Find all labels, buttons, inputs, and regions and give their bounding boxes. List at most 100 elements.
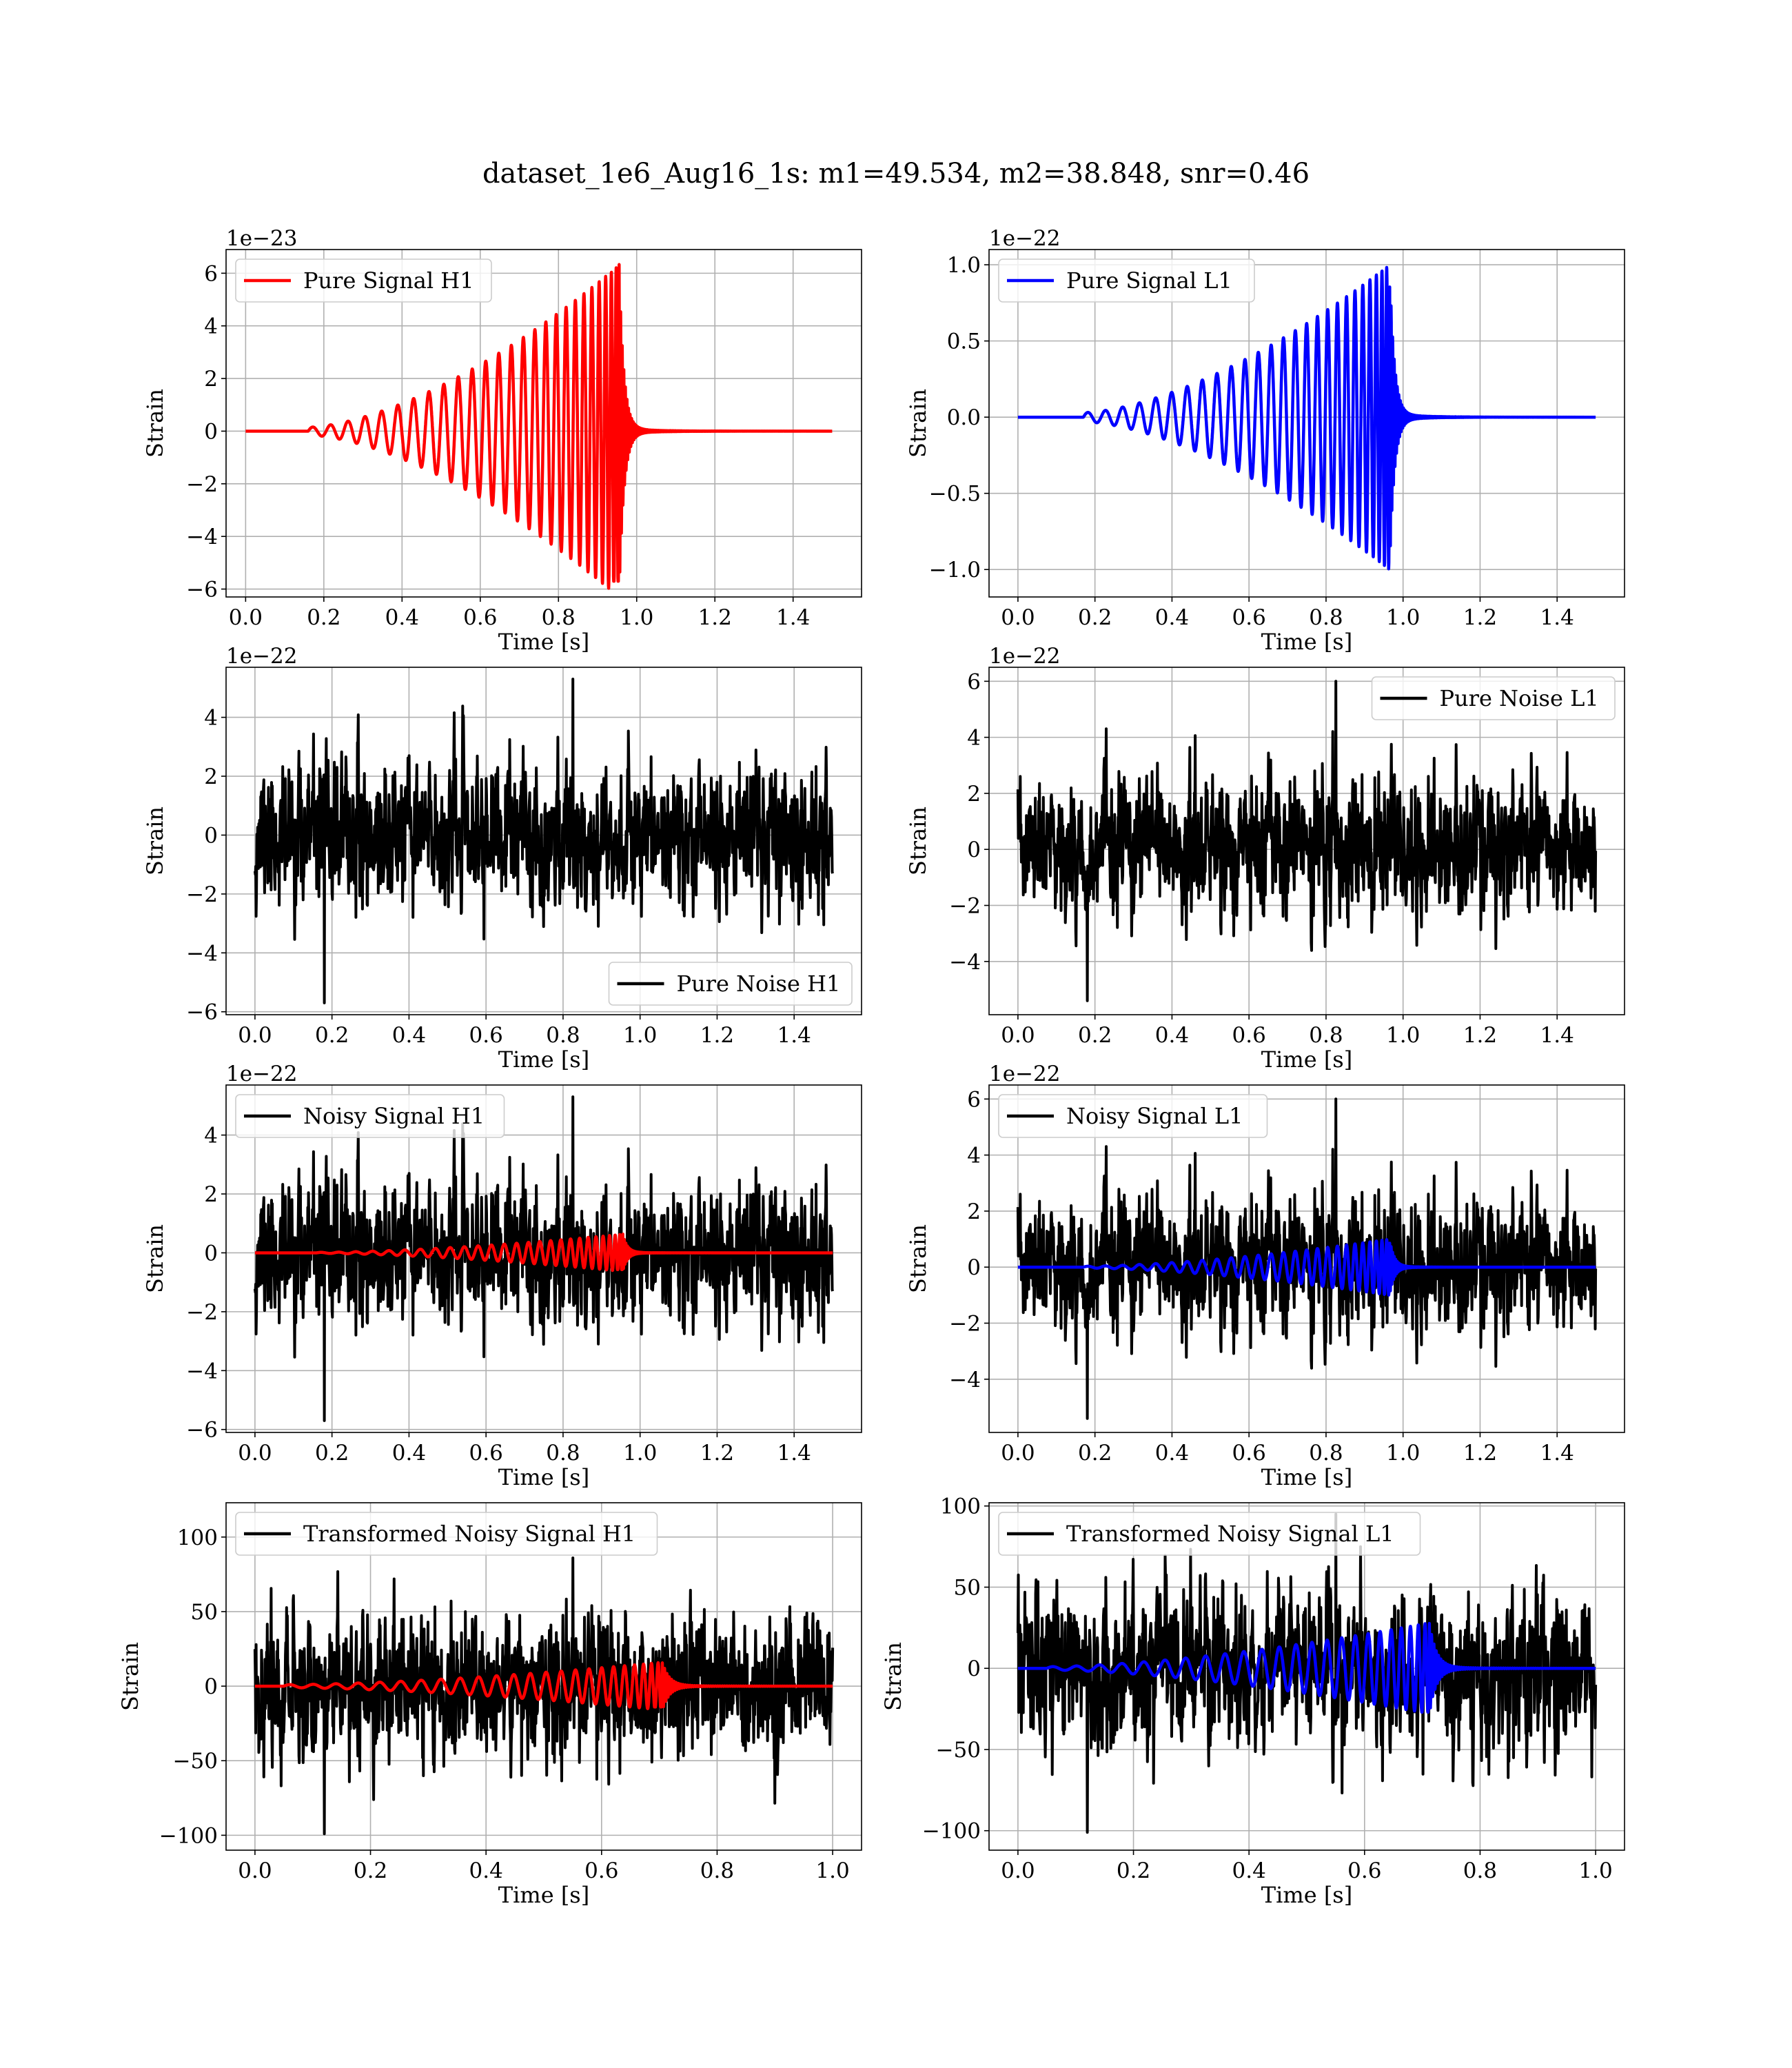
series-line-noisy-signal-h1-0 [253, 1095, 835, 1422]
y-tick-label: −100 [159, 1823, 218, 1848]
x-tick-label: 0.4 [385, 605, 419, 630]
y-tick-label: 0 [204, 419, 218, 444]
y-tick-label: 2 [204, 764, 218, 789]
x-tick-label: 1.2 [700, 1441, 734, 1466]
x-tick-label: 0.8 [1309, 1441, 1343, 1466]
x-tick-label: 0.0 [1001, 605, 1035, 630]
offset-label: 1e−22 [989, 226, 1061, 251]
y-tick-label: −6 [186, 1418, 218, 1443]
y-axis-label: Strain [142, 1224, 168, 1293]
x-tick-label: 1.0 [623, 1441, 657, 1466]
x-axis-label: Time [s] [498, 629, 589, 655]
y-tick-label: 6 [967, 1087, 981, 1112]
y-tick-label: 0 [967, 838, 981, 862]
x-tick-label: 1.0 [1578, 1858, 1612, 1883]
legend-label: Noisy Signal H1 [303, 1103, 485, 1129]
series-line-transformed-noisy-signal-l1-0 [1016, 1512, 1598, 1834]
y-tick-label: 100 [177, 1525, 218, 1550]
legend: Transformed Noisy Signal L1 [998, 1512, 1421, 1556]
x-tick-label: 0.0 [1001, 1023, 1035, 1048]
legend: Noisy Signal H1 [235, 1094, 505, 1138]
x-axis-label: Time [s] [498, 1464, 589, 1490]
y-tick-label: −4 [186, 1359, 218, 1383]
legend-box [998, 1512, 1421, 1556]
x-tick-label: 0.2 [307, 605, 340, 630]
legend-box [1371, 676, 1616, 720]
y-tick-label: 100 [940, 1494, 981, 1519]
figure-title: dataset_1e6_Aug16_1s: m1=49.534, m2=38.8… [482, 158, 1310, 190]
legend-box [235, 1512, 658, 1556]
x-tick-label: 1.4 [1540, 605, 1574, 630]
legend: Pure Signal H1 [235, 258, 492, 303]
x-tick-label: 0.8 [1309, 605, 1343, 630]
legend-box [235, 258, 492, 303]
x-tick-label: 0.8 [546, 1441, 580, 1466]
x-tick-label: 1.4 [1540, 1441, 1574, 1466]
y-tick-label: 2 [967, 782, 981, 807]
y-tick-label: −2 [949, 1311, 981, 1336]
legend-label: Pure Signal H1 [303, 267, 474, 294]
x-axis-label: Time [s] [498, 1882, 589, 1908]
series-line-pure-noise-h1-0 [253, 678, 835, 1004]
legend-box [608, 962, 853, 1006]
x-axis-label: Time [s] [1261, 1464, 1352, 1490]
offset-label: 1e−22 [989, 644, 1061, 669]
y-tick-label: 0 [204, 1241, 218, 1266]
legend-box [998, 1094, 1268, 1138]
axes-frame [225, 249, 862, 598]
x-tick-label: 0.6 [1232, 1023, 1266, 1048]
y-tick-label: 1.0 [947, 253, 981, 278]
x-tick-label: 0.0 [1001, 1858, 1035, 1883]
x-tick-label: 0.0 [238, 1023, 272, 1048]
x-tick-label: 0.0 [229, 605, 263, 630]
y-axis-label: Strain [905, 807, 931, 875]
x-tick-label: 1.4 [777, 1023, 811, 1048]
y-tick-label: 50 [191, 1600, 218, 1625]
series-line-transformed-noisy-signal-h1-0 [253, 1557, 835, 1836]
y-tick-label: 4 [967, 1144, 981, 1168]
axes-frame [988, 249, 1625, 598]
x-tick-label: 0.6 [1232, 605, 1266, 630]
x-tick-label: 0.0 [238, 1441, 272, 1466]
y-tick-label: −50 [936, 1738, 981, 1763]
series-line-noisy-signal-h1-1 [254, 1233, 835, 1273]
offset-label: 1e−23 [226, 226, 298, 251]
y-tick-label: 4 [967, 726, 981, 751]
x-tick-label: 0.2 [1078, 1023, 1112, 1048]
y-tick-label: 0 [967, 1656, 981, 1681]
offset-label: 1e−22 [989, 1062, 1061, 1086]
axes-pure-signal-h1: 0.0 0.2 0.4 0.6 0.8 1.0 1.2 1.4 −6 −4 −2 0 2 4 6 Time [… [142, 226, 862, 655]
x-axis-label: Time [s] [1261, 1046, 1352, 1073]
y-axis-label: Strain [880, 1642, 906, 1711]
x-tick-label: 0.2 [315, 1023, 349, 1048]
y-axis-label: Strain [905, 1224, 931, 1293]
y-tick-label: −6 [186, 578, 218, 602]
legend-label: Noisy Signal L1 [1066, 1103, 1243, 1129]
y-tick-label: −4 [186, 525, 218, 549]
axes-frame [225, 667, 862, 1015]
y-tick-label: 6 [204, 261, 218, 286]
legend: Noisy Signal L1 [998, 1094, 1268, 1138]
y-axis-label: Strain [142, 807, 168, 875]
x-tick-label: 0.4 [392, 1023, 426, 1048]
legend-label: Pure Noise H1 [677, 971, 841, 997]
axes-transformed-noisy-signal-h1: 0.0 0.2 0.4 0.6 0.8 1.0 −100 −50 0 50 100 Time [s] S… [117, 1502, 862, 1908]
legend: Pure Signal L1 [998, 258, 1255, 303]
y-tick-label: −2 [186, 882, 218, 907]
series-line-pure-noise-l1-0 [1016, 680, 1598, 1002]
x-tick-label: 0.6 [1347, 1858, 1381, 1883]
x-tick-label: 0.6 [1232, 1441, 1266, 1466]
x-tick-label: 0.2 [315, 1441, 349, 1466]
legend-label: Transformed Noisy Signal H1 [303, 1521, 635, 1547]
y-tick-label: −4 [949, 1368, 981, 1392]
x-tick-label: 1.0 [620, 605, 653, 630]
x-tick-label: 0.8 [1309, 1023, 1343, 1048]
x-tick-label: 1.0 [1386, 1441, 1420, 1466]
x-tick-label: 1.4 [776, 605, 810, 630]
axes-frame [988, 667, 1625, 1015]
axes-frame [988, 1502, 1625, 1851]
legend-label: Pure Noise L1 [1440, 685, 1599, 711]
series-line-transformed-noisy-signal-h1-1 [254, 1661, 835, 1710]
y-tick-label: −4 [949, 950, 981, 975]
